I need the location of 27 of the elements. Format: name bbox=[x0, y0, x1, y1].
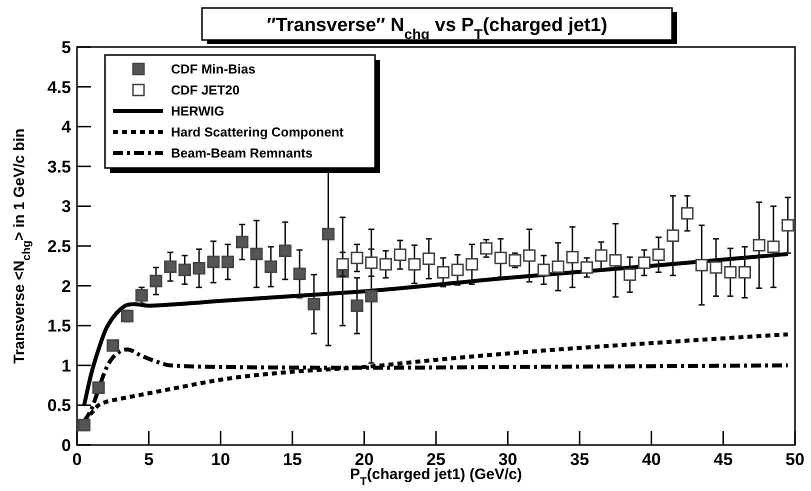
x-tick-label: 20 bbox=[354, 450, 374, 469]
x-tick-label: 35 bbox=[570, 450, 590, 469]
y-tick-label: 0.5 bbox=[47, 396, 71, 416]
y-tick-label: 1 bbox=[62, 356, 71, 376]
y-tick-label: 3 bbox=[62, 197, 71, 216]
x-tick-label: 25 bbox=[426, 450, 446, 469]
x-tick-label: 45 bbox=[714, 450, 733, 469]
legend-label: Beam-Beam Remnants bbox=[171, 146, 313, 161]
y-tick-label: 5 bbox=[62, 38, 71, 57]
y-tick-label: 1.5 bbox=[47, 316, 71, 336]
x-tick-label: 50 bbox=[786, 450, 804, 469]
x-tick-label: 30 bbox=[498, 450, 518, 469]
y-tick-label: 2.5 bbox=[47, 236, 71, 256]
x-tick-label: 40 bbox=[642, 450, 661, 469]
legend-label: CDF Min-Bias bbox=[171, 62, 256, 77]
x-tick-label: 10 bbox=[211, 450, 230, 469]
y-tick-label: 2 bbox=[62, 276, 71, 296]
y-tick-label: 4 bbox=[62, 118, 72, 137]
legend-label: Hard Scattering Component bbox=[171, 124, 344, 140]
x-axis-title: P$_{T}$(charged jet1) (GeV/c) bbox=[350, 466, 522, 488]
legend-label: CDF JET20 bbox=[171, 82, 240, 98]
x-tick-label: 15 bbox=[282, 450, 302, 469]
y-tick-label: 0 bbox=[62, 436, 71, 455]
legend-label: HERWIG bbox=[171, 104, 224, 119]
x-tick-label: 5 bbox=[144, 450, 154, 469]
y-tick-label: 3.5 bbox=[47, 157, 71, 176]
y-tick-label: 4.5 bbox=[47, 78, 71, 97]
